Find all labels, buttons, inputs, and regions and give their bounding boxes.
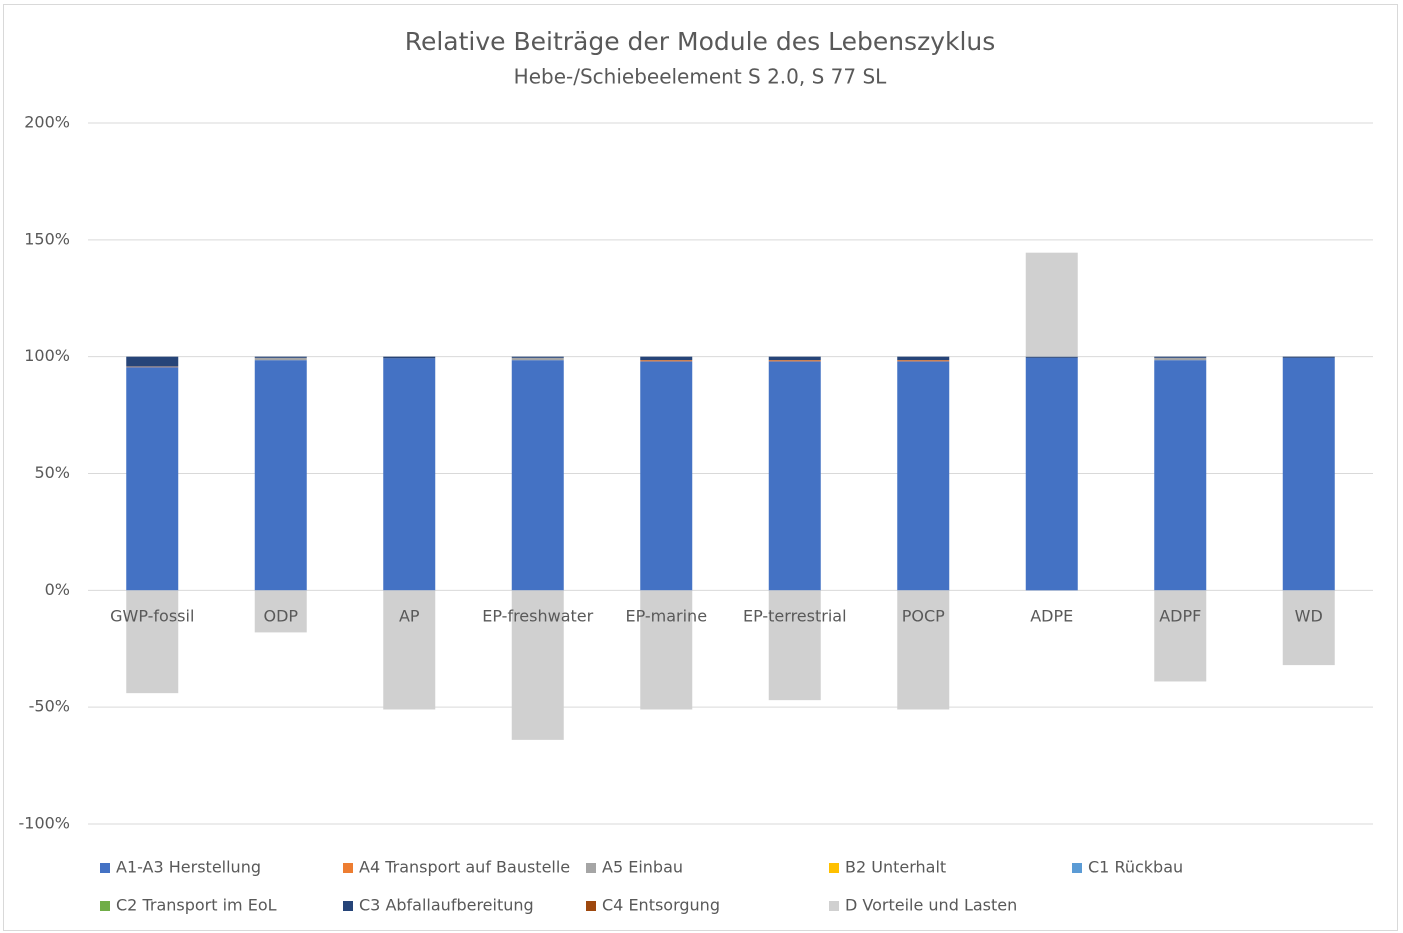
legend-swatch [100, 901, 110, 911]
bar-segment [640, 361, 693, 591]
chart-subtitle: Hebe-/Schiebeelement S 2.0, S 77 SL [514, 65, 887, 89]
legend-label: D Vorteile und Lasten [845, 896, 1017, 915]
y-tick-label: 150% [24, 229, 70, 248]
y-tick-label: 100% [24, 346, 70, 365]
x-tick-label: AP [399, 607, 420, 626]
bar-segment [768, 356, 821, 361]
legend-swatch [343, 863, 353, 873]
bar-segment [254, 590, 307, 633]
legend-swatch [343, 901, 353, 911]
legend-swatch [100, 863, 110, 873]
x-tick-label: ODP [263, 607, 298, 626]
bar-segment [640, 356, 693, 361]
bar-segment [897, 361, 950, 591]
x-tick-label: ADPF [1159, 607, 1201, 626]
bar-segment [383, 358, 436, 591]
x-tick-label: POCP [902, 607, 945, 626]
bar-segment [126, 367, 179, 591]
bar-segment [768, 361, 821, 591]
legend-label: A5 Einbau [602, 858, 683, 877]
bar-segment [126, 356, 179, 367]
legend-swatch [829, 863, 839, 873]
chart-title: Relative Beiträge der Module des Lebensz… [405, 27, 996, 56]
legend-swatch [829, 901, 839, 911]
bar-segment [897, 356, 950, 361]
bar-segment [383, 356, 436, 359]
legend-swatch [586, 901, 596, 911]
legend-label: C2 Transport im EoL [116, 896, 277, 915]
y-tick-label: 50% [34, 463, 70, 482]
bar-segment [1025, 356, 1078, 358]
legend-label: C3 Abfallaufbereitung [359, 896, 534, 915]
y-tick-label: -100% [18, 814, 70, 833]
bar-segment [768, 360, 821, 362]
bar-segment [254, 356, 307, 358]
bar-segment [254, 357, 307, 361]
bar-segment [254, 360, 307, 591]
bar-segment [897, 360, 950, 362]
y-tick-label: 0% [45, 580, 70, 599]
y-tick-label: -50% [29, 697, 70, 716]
bar-segment [383, 590, 436, 710]
bar-segment [1154, 590, 1207, 682]
bar-segment [1282, 357, 1335, 591]
bar-segment [511, 357, 564, 361]
bar-segment [126, 590, 179, 694]
x-tick-label: EP-terrestrial [743, 607, 847, 626]
legend-label: A1-A3 Herstellung [116, 858, 261, 877]
x-tick-label: ADPE [1030, 607, 1073, 626]
bar-segment [1025, 252, 1078, 357]
bar-segment [1025, 357, 1078, 591]
legend-label: B2 Unterhalt [845, 858, 946, 877]
bar-segment [511, 360, 564, 591]
bar-segment [1282, 590, 1335, 666]
bar-segment [511, 590, 564, 740]
bar-segment [1154, 357, 1207, 361]
legend-swatch [1072, 863, 1082, 873]
bar-segment [1154, 360, 1207, 591]
bar-segment [1282, 356, 1335, 358]
bar-segment [640, 590, 693, 710]
bar-segment [897, 590, 950, 710]
x-tick-label: EP-marine [625, 607, 707, 626]
bar-segment [640, 360, 693, 362]
legend-label: C1 Rückbau [1088, 858, 1183, 877]
legend-label: C4 Entsorgung [602, 896, 720, 915]
x-tick-label: WD [1295, 607, 1323, 626]
legend-label: A4 Transport auf Baustelle [359, 858, 570, 877]
x-tick-label: GWP-fossil [110, 607, 194, 626]
bar-segment [511, 356, 564, 358]
bar-segment [768, 590, 821, 701]
y-tick-label: 200% [24, 113, 70, 132]
x-tick-label: EP-freshwater [482, 607, 593, 626]
legend-swatch [586, 863, 596, 873]
bar-segment [1154, 356, 1207, 358]
